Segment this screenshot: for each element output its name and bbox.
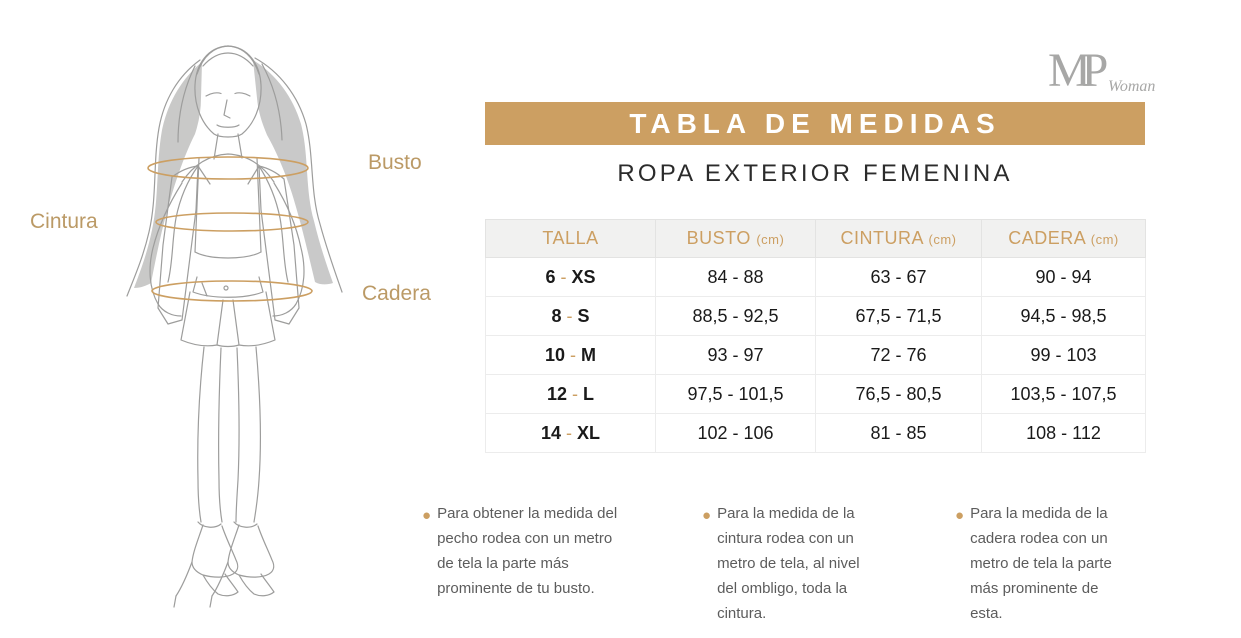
svg-text:Cintura: Cintura bbox=[30, 210, 98, 233]
svg-text:Woman: Woman bbox=[1108, 78, 1155, 95]
svg-text:Busto: Busto bbox=[368, 151, 422, 174]
svg-text:MP: MP bbox=[1048, 44, 1107, 97]
svg-text:Cadera: Cadera bbox=[362, 282, 431, 305]
